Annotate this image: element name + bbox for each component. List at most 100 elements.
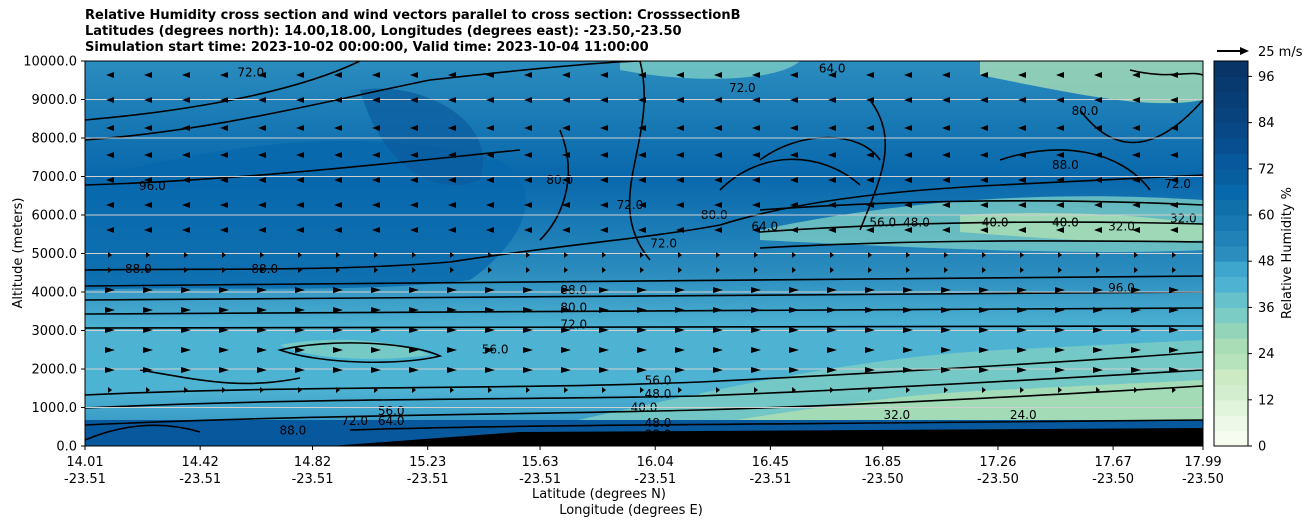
wind-vector (220, 202, 228, 208)
wind-vector (638, 177, 646, 183)
wind-vector (258, 227, 266, 233)
wind-vector (485, 347, 495, 353)
wind-vector (1096, 387, 1100, 393)
wind-vector (1134, 387, 1138, 393)
wind-vector (409, 367, 419, 373)
wind-vector (789, 307, 799, 313)
wind-vector (716, 267, 720, 273)
wind-vector (447, 327, 457, 333)
y-tick-label: 4000.0 (32, 286, 78, 301)
y-tick-label: 1000.0 (32, 401, 78, 416)
wind-vector (638, 227, 646, 233)
wind-vector (409, 287, 419, 293)
wind-vector (146, 387, 150, 393)
x-tick-label-lat: 14.42 (182, 455, 219, 470)
wind-vector (714, 202, 722, 208)
contour-label: 56.0 (645, 373, 672, 387)
wind-vector (752, 177, 760, 183)
wind-vector (828, 202, 836, 208)
wind-vector (1132, 97, 1140, 103)
wind-vector (1094, 97, 1102, 103)
wind-vector (638, 97, 646, 103)
wind-vector (447, 367, 457, 373)
wind-vector (182, 177, 190, 183)
wind-vector (410, 97, 418, 103)
wind-vector (336, 387, 340, 393)
wind-vector (1094, 152, 1102, 158)
colorbar-swatch (1214, 292, 1248, 308)
wind-vector (222, 267, 226, 273)
wind-vector (564, 267, 568, 273)
x-tick-label-lon: -23.50 (862, 472, 904, 487)
contour-line (85, 385, 1203, 426)
contour-label: 96.0 (1108, 281, 1135, 295)
wind-vector (714, 152, 722, 158)
wind-vector (1131, 287, 1141, 293)
colorbar-swatch (1214, 322, 1248, 339)
wind-vector (751, 347, 761, 353)
wind-vector (1169, 367, 1179, 373)
wind-vector (1020, 387, 1024, 393)
wind-vector (372, 125, 380, 131)
contour-line (85, 424, 201, 441)
wind-vector (1131, 367, 1141, 373)
wind-vector (1169, 347, 1179, 353)
wind-vector (1093, 287, 1103, 293)
wind-vector (1017, 367, 1027, 373)
wind-vector (942, 97, 950, 103)
wind-vector (371, 347, 381, 353)
contour-label: 80.0 (1072, 104, 1099, 118)
wind-vector (941, 287, 951, 293)
wind-vector (298, 252, 302, 258)
wind-vector (450, 267, 454, 273)
y-tick-label: 6000.0 (32, 209, 78, 224)
wind-vector (830, 387, 834, 393)
wind-vector (106, 72, 114, 78)
wind-vector (561, 287, 571, 293)
wind-vector (716, 252, 720, 258)
wind-vector (675, 307, 685, 313)
colorbar-swatch (1214, 430, 1248, 447)
contour-label: 64.0 (751, 219, 778, 233)
wind-vector (1017, 347, 1027, 353)
wind-vector (827, 307, 837, 313)
wind-vector (181, 347, 191, 353)
wind-vector (751, 367, 761, 373)
x-tick-label-lon: -23.51 (407, 472, 449, 487)
colorbar-swatch (1214, 261, 1248, 278)
wind-vector (258, 72, 266, 78)
wind-vector (678, 252, 682, 258)
wind-vector (144, 72, 152, 78)
wind-vector (676, 227, 684, 233)
contour-label: 40.0 (982, 216, 1009, 230)
x-axis-label-latitude: Latitude (degrees N) (532, 487, 666, 502)
contour-line (628, 61, 651, 261)
wind-vector (371, 327, 381, 333)
wind-vector (1096, 252, 1100, 258)
contour-line (85, 369, 1203, 409)
wind-vector (184, 267, 188, 273)
wind-vector (754, 387, 758, 393)
wind-vector (485, 327, 495, 333)
wind-vector (1056, 152, 1064, 158)
wind-vector (828, 72, 836, 78)
wind-vector (1170, 72, 1178, 78)
wind-vector (638, 152, 646, 158)
wind-vector (904, 202, 912, 208)
wind-vector (866, 202, 874, 208)
wind-vector (564, 387, 568, 393)
colorbar-swatch (1214, 184, 1248, 201)
wind-vector (752, 227, 760, 233)
wind-vector (904, 177, 912, 183)
y-tick-label: 5000.0 (32, 247, 78, 262)
wind-vector (260, 252, 264, 258)
colorbar-swatch (1214, 338, 1248, 355)
wind-vector (450, 387, 454, 393)
wind-vector (1056, 177, 1064, 183)
contour-label: 72.0 (341, 414, 368, 428)
wind-vector (789, 347, 799, 353)
wind-vector (106, 227, 114, 233)
wind-vector (941, 327, 951, 333)
wind-vector (334, 152, 342, 158)
wind-vector (830, 267, 834, 273)
